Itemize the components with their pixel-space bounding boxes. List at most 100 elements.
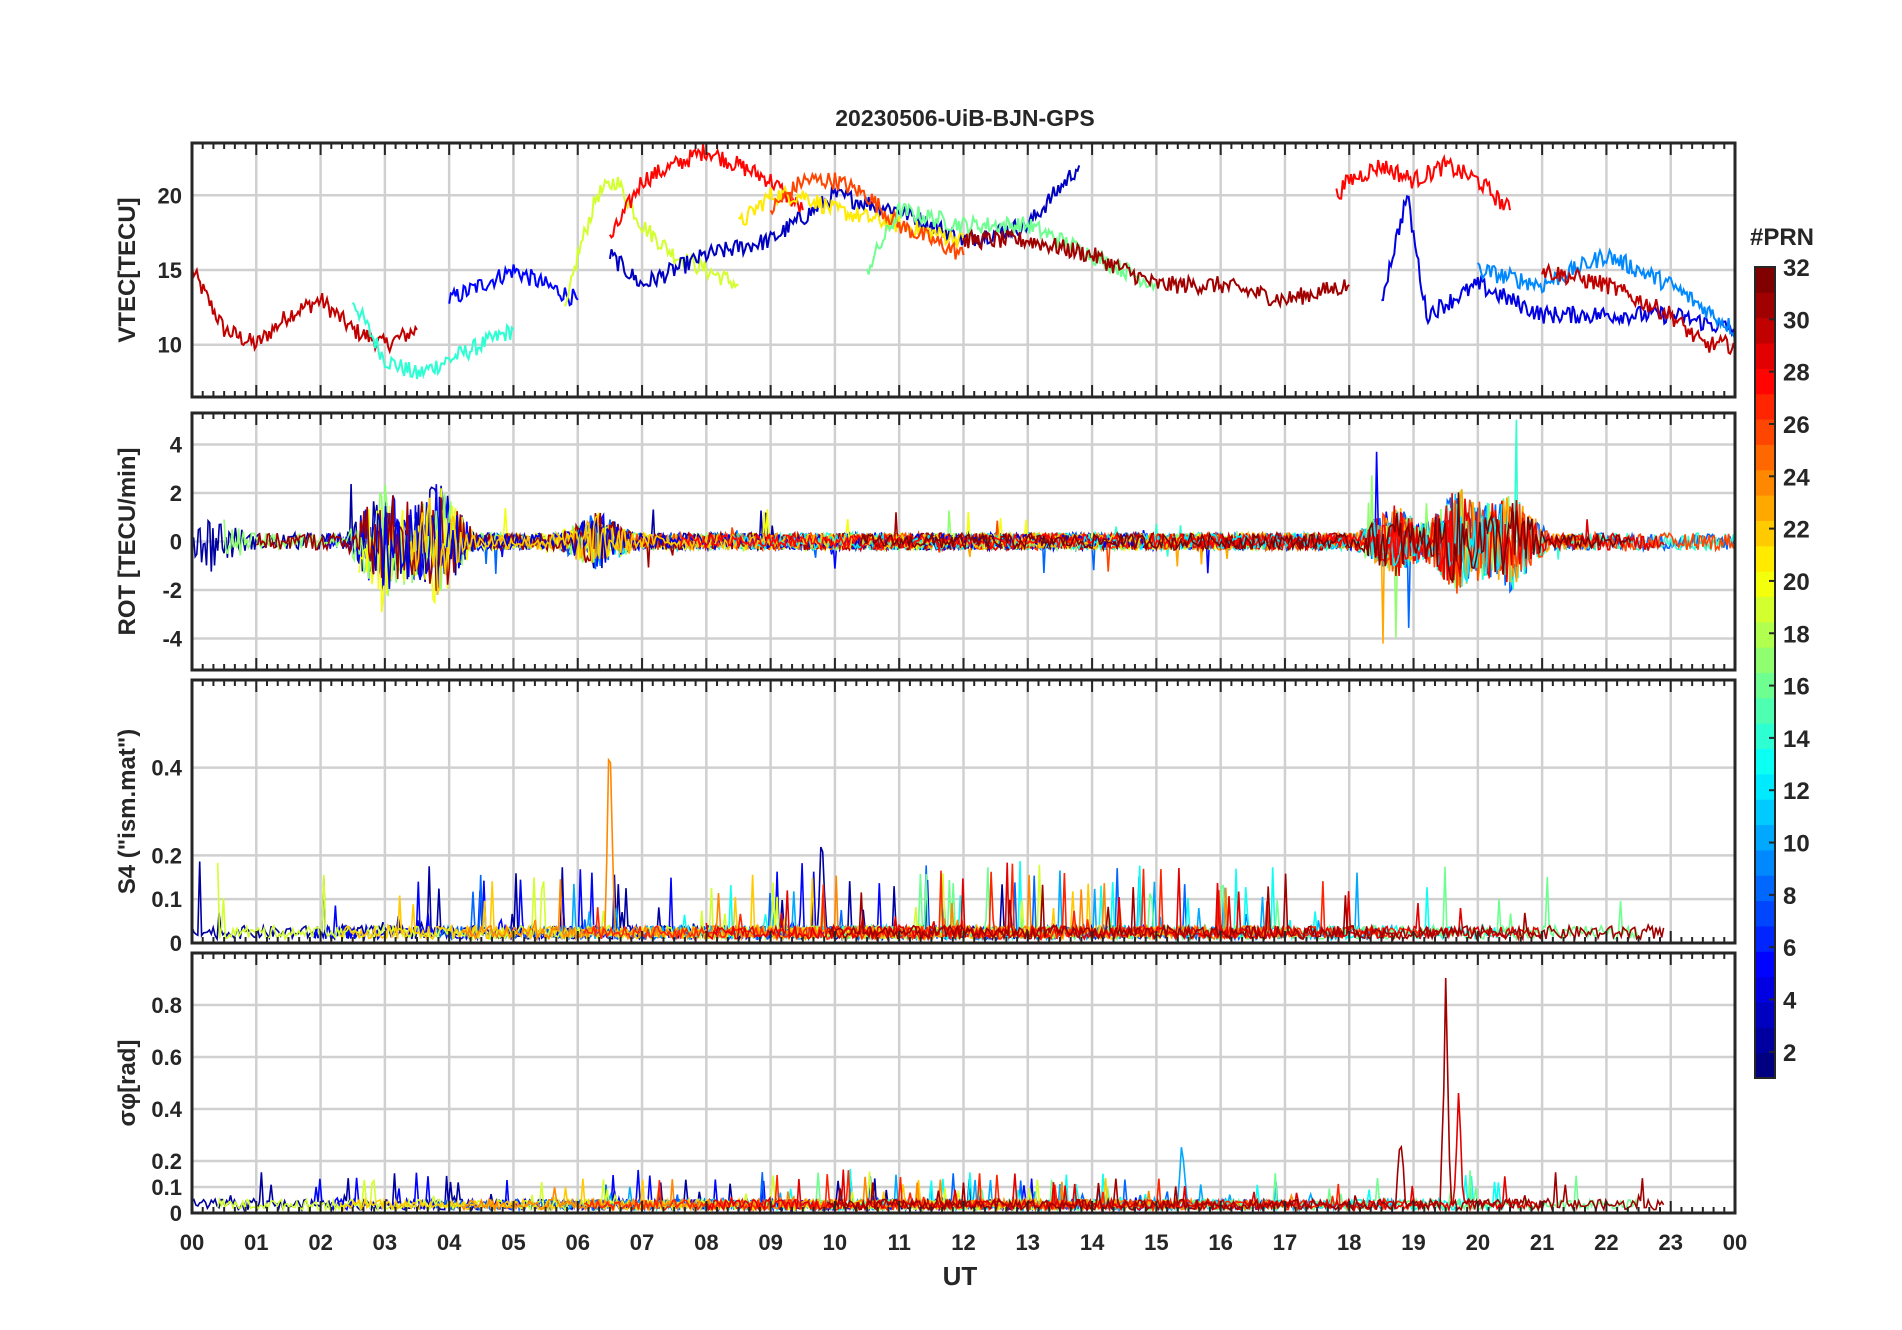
colorbar-segment xyxy=(1755,976,1775,1003)
colorbar-segment xyxy=(1755,571,1775,597)
y-tick-label: 0.8 xyxy=(151,993,182,1018)
colorbar-segment xyxy=(1755,951,1775,978)
series-line-prn-32 xyxy=(859,492,1631,584)
figure-title: 20230506-UiB-BJN-GPS xyxy=(835,105,1095,131)
series-line-prn-4 xyxy=(1381,194,1735,338)
colorbar-segment xyxy=(1755,1027,1775,1054)
series-line-prn-28 xyxy=(1335,153,1511,211)
colorbar-tick-label: 8 xyxy=(1783,883,1796,910)
x-tick-label: 15 xyxy=(1144,1230,1168,1255)
colorbar-label: #PRN xyxy=(1750,224,1814,251)
colorbar-segment xyxy=(1755,469,1775,496)
series-line-prn-24 xyxy=(461,757,1298,942)
colorbar-segment xyxy=(1755,723,1775,750)
x-tick-label: 17 xyxy=(1273,1230,1297,1255)
y-tick-label: 20 xyxy=(158,183,182,208)
colorbar-segment xyxy=(1755,444,1775,471)
y-tick-label: 0 xyxy=(170,931,182,956)
series-line-prn-28 xyxy=(609,143,804,239)
colorbar-segment xyxy=(1755,697,1775,724)
colorbar-tick-label: 14 xyxy=(1783,726,1810,753)
x-tick-label: 00 xyxy=(1723,1230,1747,1255)
y-tick-label: 0.6 xyxy=(151,1045,182,1070)
colorbar-segment xyxy=(1755,368,1775,395)
y-tick-label: 0.4 xyxy=(151,1097,182,1122)
y-tick-label: 0.1 xyxy=(151,1175,182,1200)
colorbar-tick-label: 22 xyxy=(1783,517,1810,544)
y-axis-label: S4 ("ism.mat") xyxy=(114,729,141,894)
panel-vtec: 10 15 20 VTEC[TECU] xyxy=(114,141,1737,399)
colorbar-segment xyxy=(1755,343,1775,369)
colorbar-segment xyxy=(1755,495,1775,521)
colorbar-segment xyxy=(1755,875,1775,902)
series-line-prn-31 xyxy=(827,873,1665,942)
colorbar-segment xyxy=(1755,900,1775,927)
panel-s4: 0 0.1 0.2 0.4 S4 ("ism.mat") xyxy=(114,678,1737,956)
x-tick-label: 00 xyxy=(180,1230,204,1255)
x-tick-label: 13 xyxy=(1016,1230,1040,1255)
colorbar-tick-label: 20 xyxy=(1783,569,1810,596)
colorbar-segment xyxy=(1755,393,1775,420)
series-line-prn-5 xyxy=(326,451,1421,591)
series-line-prn-30 xyxy=(1541,262,1735,356)
colorbar-segment xyxy=(1755,799,1775,826)
colorbar-tick-label: 18 xyxy=(1783,621,1810,648)
series-line-prn-3 xyxy=(608,165,1081,289)
series-line-prn-14 xyxy=(351,301,515,380)
y-tick-label: 2 xyxy=(170,481,182,506)
y-tick-label: -2 xyxy=(162,578,182,603)
x-tick-label: 08 xyxy=(694,1230,718,1255)
y-axis-label: ROT [TECU/min] xyxy=(114,448,141,636)
series-group xyxy=(192,143,1735,380)
series-line-prn-20 xyxy=(358,488,1258,613)
x-tick-label: 10 xyxy=(823,1230,847,1255)
colorbar-segment xyxy=(1755,621,1775,648)
y-tick-label: 10 xyxy=(158,333,182,358)
y-tick-label: -4 xyxy=(162,626,182,651)
colorbar-tick-label: 32 xyxy=(1783,255,1810,282)
colorbar-segment xyxy=(1755,520,1775,547)
series-line-prn-19 xyxy=(563,176,739,307)
x-tick-label: 23 xyxy=(1658,1230,1682,1255)
x-tick-label: 21 xyxy=(1530,1230,1554,1255)
colorbar-tick-label: 30 xyxy=(1783,307,1810,334)
colorbar-segment xyxy=(1755,647,1775,673)
colorbar-segment xyxy=(1755,1001,1775,1028)
y-tick-label: 0.4 xyxy=(151,756,182,781)
series-line-prn-5 xyxy=(448,264,579,307)
colorbar-tick-label: 12 xyxy=(1783,778,1810,805)
colorbar-tick-label: 26 xyxy=(1783,412,1810,439)
colorbar-segment xyxy=(1755,824,1775,851)
x-tick-label: 01 xyxy=(244,1230,268,1255)
x-tick-label: 16 xyxy=(1208,1230,1232,1255)
colorbar-tick-label: 4 xyxy=(1783,988,1797,1015)
colorbar-segment xyxy=(1755,773,1775,800)
x-tick-label: 04 xyxy=(437,1230,462,1255)
panel-rot: -4 -2 0 2 4 ROT [TECU/min] xyxy=(114,411,1737,672)
colorbar-frame xyxy=(1754,266,1776,1079)
series-group xyxy=(192,977,1665,1213)
y-tick-label: 4 xyxy=(170,433,183,458)
colorbar-tick-label: 6 xyxy=(1783,935,1796,962)
x-tick-label: 19 xyxy=(1401,1230,1425,1255)
series-line-prn-9 xyxy=(1476,247,1735,339)
series-line-prn-16 xyxy=(866,202,1157,293)
y-tick-label: 0.2 xyxy=(151,1149,182,1174)
x-tick-label: 11 xyxy=(888,1230,911,1255)
x-tick-label: 09 xyxy=(758,1230,782,1255)
series-line-prn-26 xyxy=(769,171,965,260)
series-line-prn-30 xyxy=(192,266,418,355)
colorbar-segment xyxy=(1755,849,1775,876)
colorbar-segment xyxy=(1755,317,1775,344)
y-tick-label: 15 xyxy=(158,258,182,283)
x-tick-label: 02 xyxy=(308,1230,332,1255)
colorbar-segment xyxy=(1755,672,1775,699)
colorbar-segment xyxy=(1755,419,1775,445)
colorbar-tick-label: 16 xyxy=(1783,674,1810,701)
panel-sigma_phi: 00.10.2 0.4 0.6 0.8 σφ[rad] 00 01 02 03 04 05 06 07 0… xyxy=(114,951,1747,1255)
colorbar-segment xyxy=(1755,545,1775,572)
colorbar-segment xyxy=(1755,748,1775,775)
